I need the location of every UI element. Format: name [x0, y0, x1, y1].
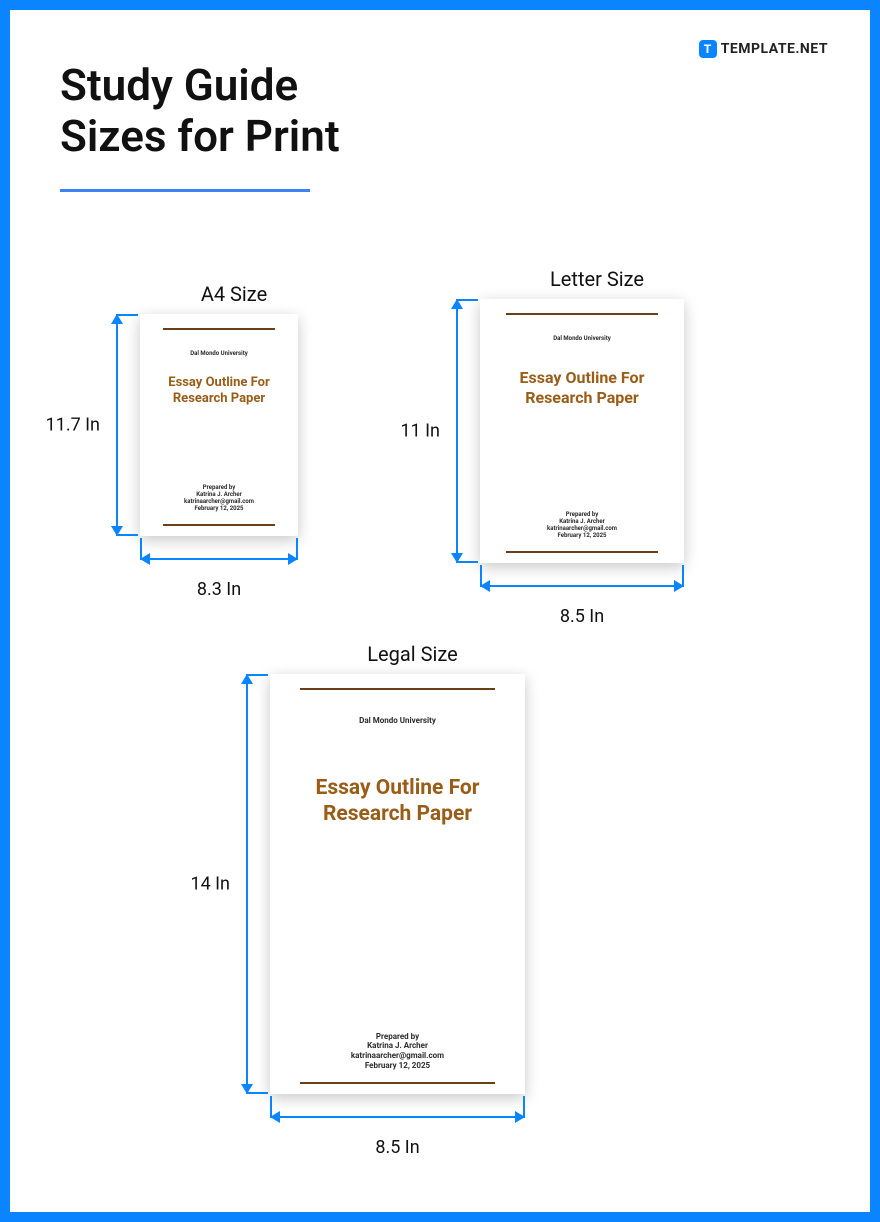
- infographic-frame: T TEMPLATE.NET Study Guide Sizes for Pri…: [0, 0, 880, 1222]
- height-value-a4: 11.7 In: [40, 415, 100, 436]
- doc-essay-title: Essay Outline For Research Paper: [520, 368, 645, 408]
- size-block-letter: Letter Size 11 In Dal Mondo University E…: [480, 267, 684, 563]
- width-arrow-icon: [270, 1094, 525, 1128]
- height-arrow-icon: [106, 314, 140, 536]
- doc-prepared-by-label: Prepared by: [566, 495, 598, 518]
- doc-meta: Katrina J. Archer katrinaarcher@gmail.co…: [184, 491, 254, 513]
- brand-badge: T TEMPLATE.NET: [699, 40, 828, 58]
- height-arrow-icon: [236, 674, 270, 1094]
- doc-essay-title: Essay Outline For Research Paper: [316, 775, 480, 828]
- dim-wrap-legal: 14 In Dal Mondo University Essay Outline…: [270, 674, 525, 1094]
- doc-rule: [300, 1082, 495, 1084]
- doc-prepared-by-label: Prepared by: [376, 1016, 419, 1041]
- doc-university: Dal Mondo University: [359, 716, 436, 725]
- doc-rule: [506, 551, 657, 553]
- document-preview-a4: Dal Mondo University Essay Outline For R…: [140, 314, 298, 536]
- title-line-2: Sizes for Print: [60, 110, 340, 162]
- height-value-legal: 14 In: [170, 874, 230, 895]
- doc-meta: Katrina J. Archer katrinaarcher@gmail.co…: [547, 518, 617, 540]
- width-value-a4: 8.3 In: [140, 579, 298, 600]
- doc-essay-title: Essay Outline For Research Paper: [168, 375, 269, 408]
- size-label-letter: Letter Size: [510, 267, 684, 291]
- document-preview-letter: Dal Mondo University Essay Outline For R…: [480, 299, 684, 563]
- doc-meta: Katrina J. Archer katrinaarcher@gmail.co…: [351, 1041, 444, 1070]
- doc-rule: [163, 524, 275, 526]
- document-preview-legal: Dal Mondo University Essay Outline For R…: [270, 674, 525, 1094]
- size-block-legal: Legal Size 14 In Dal Mondo University Es…: [270, 642, 525, 1094]
- size-label-a4: A4 Size: [170, 282, 298, 306]
- doc-rule: [506, 313, 657, 315]
- height-value-letter: 11 In: [380, 421, 440, 442]
- dim-wrap-letter: 11 In Dal Mondo University Essay Outline…: [480, 299, 684, 563]
- doc-university: Dal Mondo University: [190, 350, 248, 357]
- size-label-legal: Legal Size: [300, 642, 525, 666]
- doc-rule: [163, 328, 275, 330]
- page-title: Study Guide Sizes for Print: [60, 60, 820, 161]
- title-line-1: Study Guide: [60, 59, 298, 111]
- height-arrow-icon: [446, 299, 480, 563]
- width-arrow-icon: [480, 563, 684, 597]
- width-value-legal: 8.5 In: [270, 1137, 525, 1158]
- sizes-grid: A4 Size 11.7 In Dal Mondo University Ess…: [60, 192, 820, 1192]
- brand-name: TEMPLATE.NET: [721, 41, 828, 57]
- doc-rule: [300, 688, 495, 690]
- doc-university: Dal Mondo University: [553, 335, 611, 342]
- doc-prepared-by-label: Prepared by: [203, 468, 235, 491]
- width-value-letter: 8.5 In: [480, 606, 684, 627]
- brand-logo-icon: T: [699, 40, 717, 58]
- size-block-a4: A4 Size 11.7 In Dal Mondo University Ess…: [140, 282, 298, 536]
- width-arrow-icon: [140, 536, 298, 570]
- dim-wrap-a4: 11.7 In Dal Mondo University Essay Outli…: [140, 314, 298, 536]
